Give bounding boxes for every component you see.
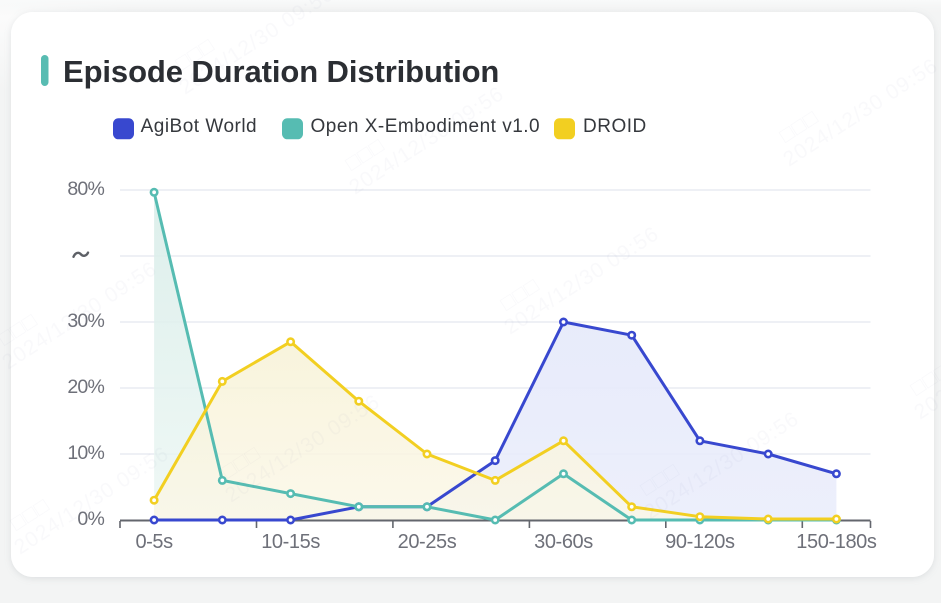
svg-text:10%: 10%: [67, 442, 104, 464]
svg-text:20-25s: 20-25s: [398, 531, 457, 553]
svg-text:30-60s: 30-60s: [534, 531, 593, 553]
svg-text:0%: 0%: [77, 508, 104, 530]
svg-text:20%: 20%: [67, 376, 104, 398]
svg-text:Episode Duration Distribution: Episode Duration Distribution: [63, 54, 499, 89]
svg-text:30%: 30%: [67, 310, 104, 332]
svg-text:Open X-Embodiment v1.0: Open X-Embodiment v1.0: [311, 116, 541, 137]
svg-text:DROID: DROID: [583, 116, 647, 137]
svg-text:0-5s: 0-5s: [135, 531, 173, 553]
svg-text:150-180s: 150-180s: [796, 531, 877, 553]
svg-text:AgiBot World: AgiBot World: [141, 116, 258, 137]
svg-text:10-15s: 10-15s: [261, 531, 320, 553]
svg-text:80%: 80%: [67, 178, 104, 200]
svg-text:90-120s: 90-120s: [665, 531, 735, 553]
